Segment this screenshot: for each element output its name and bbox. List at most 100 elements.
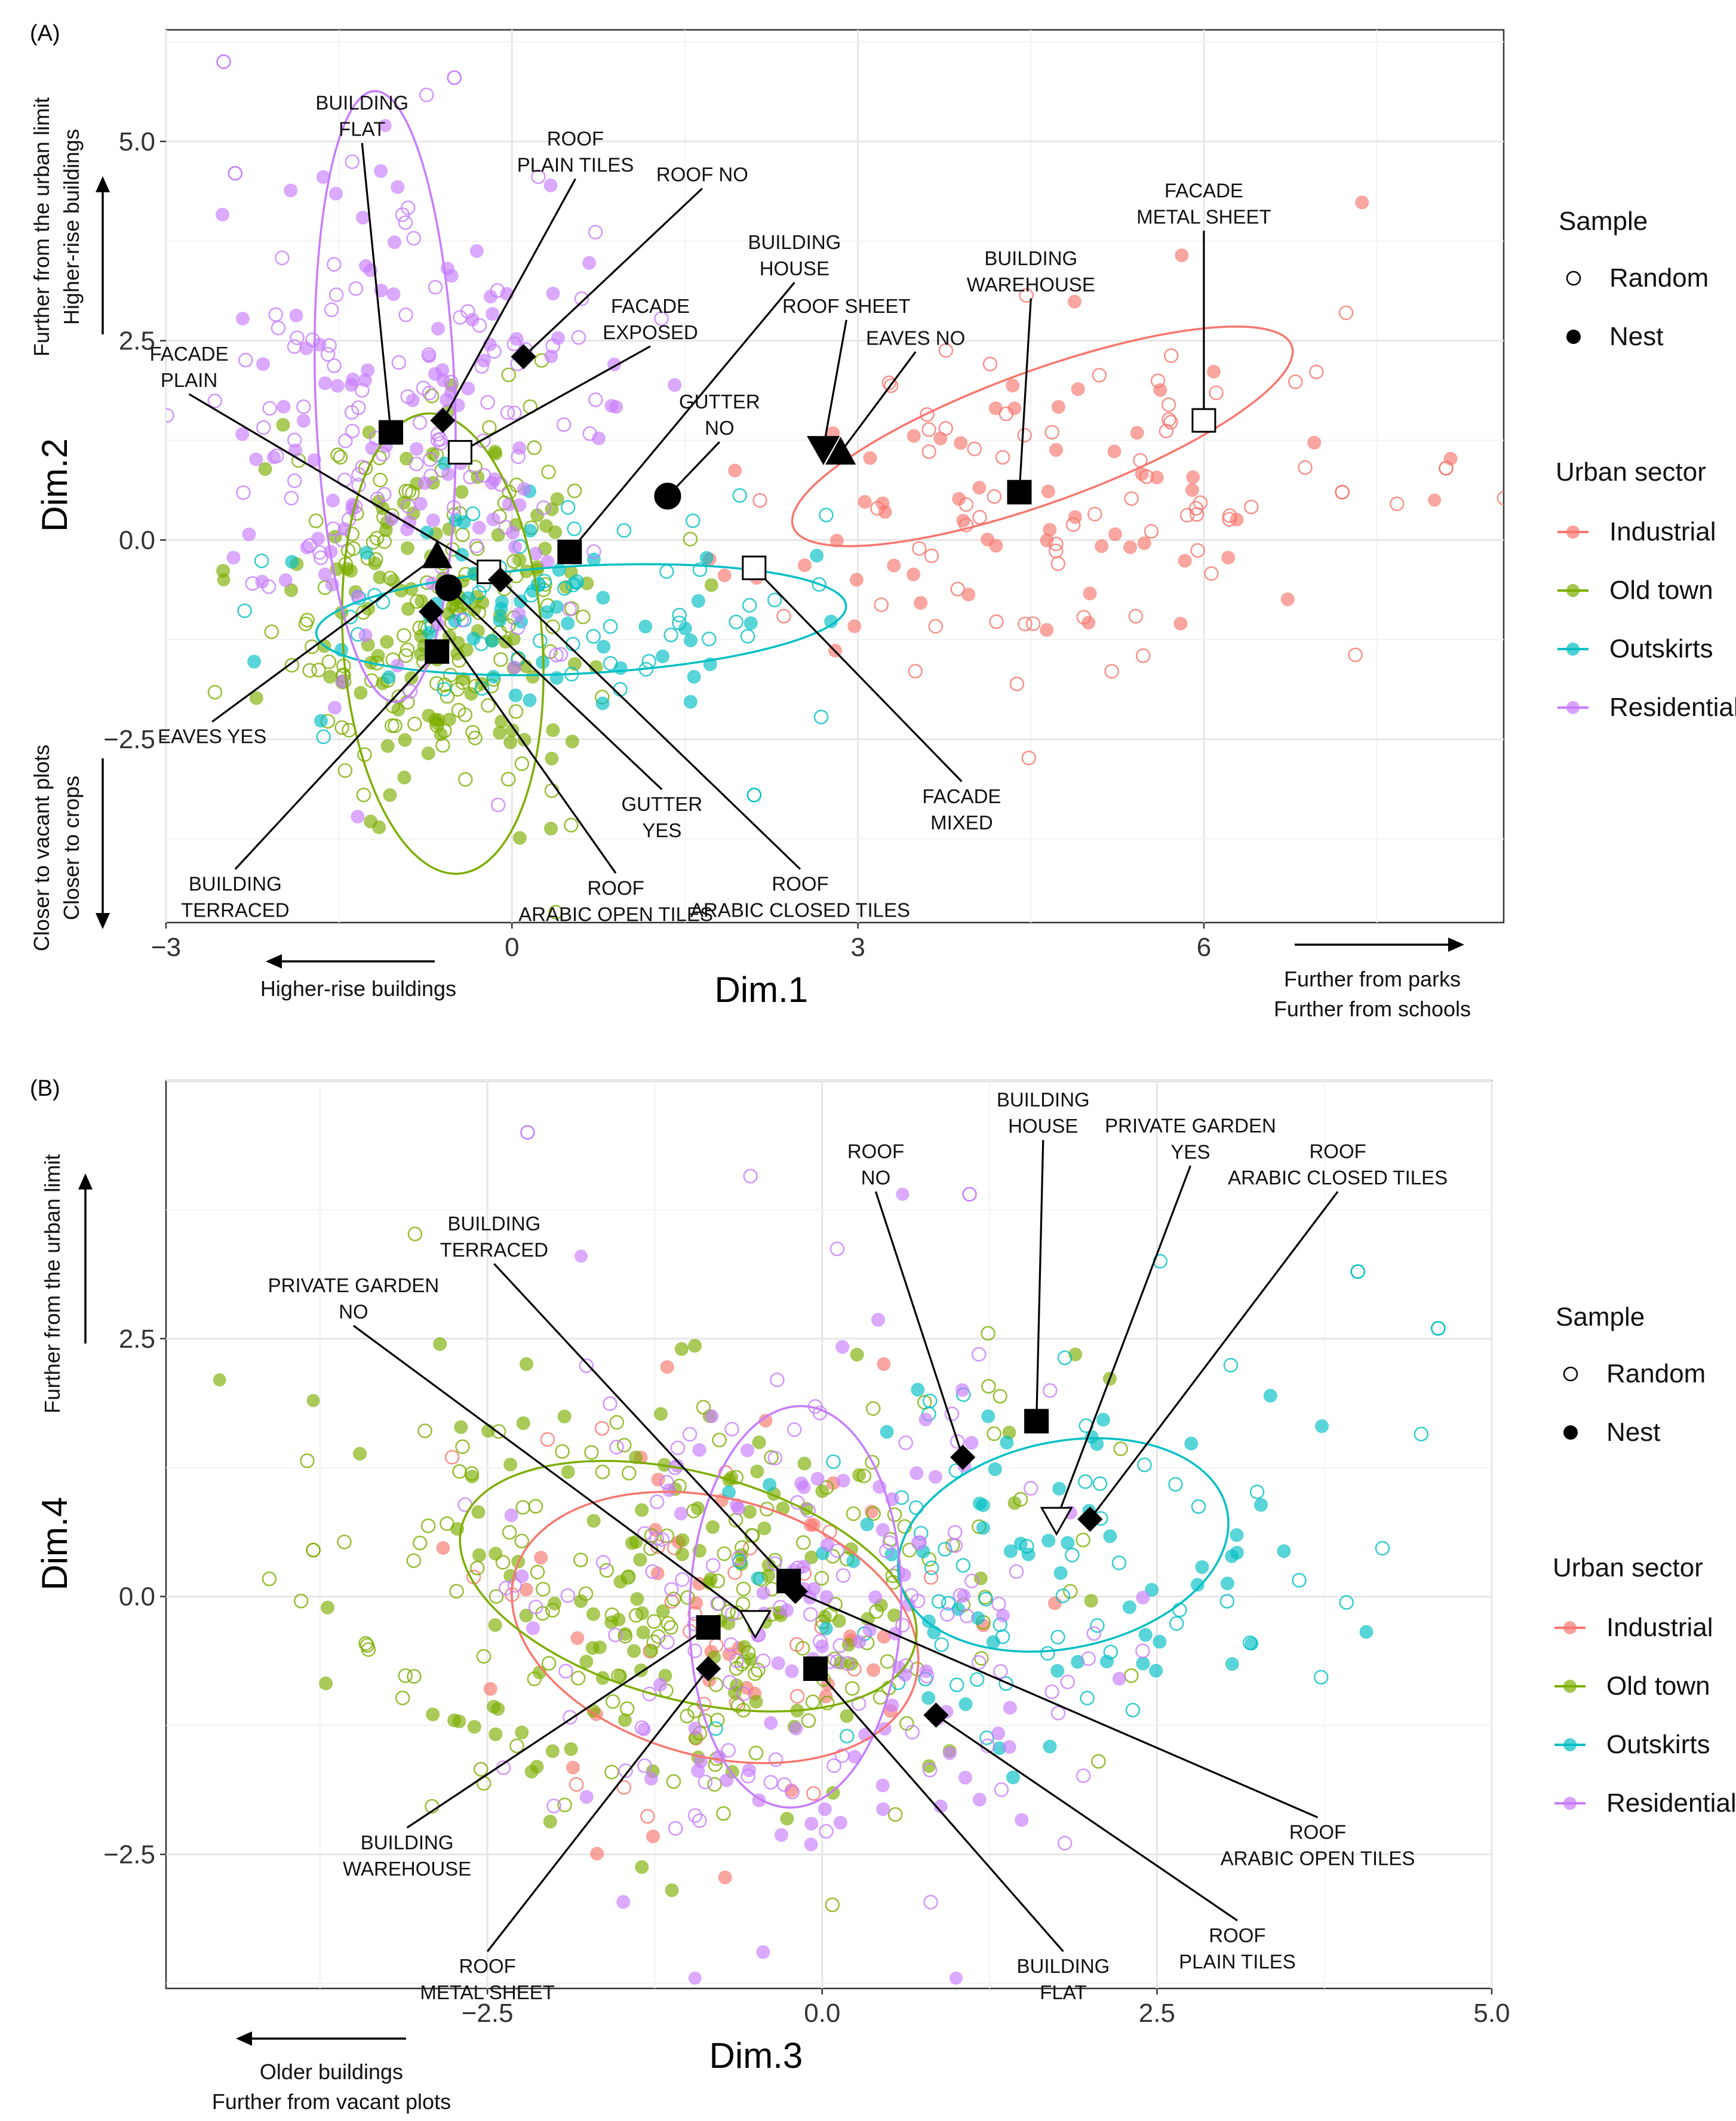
point-outskirts xyxy=(359,546,373,560)
square-marker xyxy=(379,420,404,445)
point-old-town xyxy=(371,648,385,663)
point-residential xyxy=(688,1971,702,1985)
point-residential xyxy=(876,1802,890,1816)
point-old-town xyxy=(401,541,415,555)
diamond-marker xyxy=(950,1444,976,1470)
point-outskirts xyxy=(656,649,670,663)
point-industrial xyxy=(646,1829,660,1843)
point-residential xyxy=(682,1427,698,1442)
point-residential xyxy=(878,1543,894,1559)
category-label: METAL SHEET xyxy=(420,1981,555,2003)
point-residential xyxy=(928,1470,942,1484)
point-old-town xyxy=(493,726,507,740)
point-residential xyxy=(821,1538,835,1552)
point-old-town xyxy=(665,1883,679,1898)
point-old-town xyxy=(515,1500,530,1515)
square-marker xyxy=(1024,1409,1049,1434)
ellipse-outskirts xyxy=(315,563,847,677)
point-residential xyxy=(953,1588,968,1603)
point-old-town xyxy=(604,1615,619,1630)
category-label: HOUSE xyxy=(1008,1115,1078,1137)
point-old-town xyxy=(707,1777,722,1792)
point-old-town xyxy=(546,723,560,737)
point-outskirts xyxy=(949,1677,964,1692)
diamond-marker xyxy=(782,1578,809,1604)
point-outskirts xyxy=(840,1729,855,1744)
point-industrial xyxy=(858,494,872,509)
ellipse-industrial xyxy=(511,1490,920,1765)
point-industrial xyxy=(436,1541,450,1555)
point-residential xyxy=(386,287,401,302)
point-old-town xyxy=(688,1339,702,1353)
point-residential xyxy=(773,1600,788,1615)
point-old-town xyxy=(458,772,473,787)
point-industrial xyxy=(1298,460,1313,475)
point-residential xyxy=(829,1654,845,1669)
point-outskirts xyxy=(1254,1498,1268,1512)
point-industrial xyxy=(950,582,965,597)
point-residential xyxy=(705,1558,721,1573)
point-outskirts xyxy=(763,1478,777,1492)
point-residential xyxy=(431,321,445,336)
point-industrial xyxy=(566,1760,580,1775)
leader-line xyxy=(753,567,963,782)
point-residential xyxy=(428,279,443,295)
point-residential xyxy=(296,414,311,428)
point-old-town xyxy=(501,367,517,382)
point-old-town xyxy=(397,628,411,643)
ellipse-industrial xyxy=(791,325,1294,548)
point-residential xyxy=(994,1782,1009,1797)
point-outskirts xyxy=(1125,1702,1141,1718)
leader-line xyxy=(815,1668,1064,1953)
point-industrial xyxy=(444,1450,460,1465)
point-industrial xyxy=(1128,608,1144,624)
point-old-town xyxy=(973,1571,988,1585)
point-residential xyxy=(320,347,336,362)
point-residential xyxy=(378,119,392,133)
point-old-town xyxy=(1091,1754,1106,1769)
point-old-town xyxy=(422,708,436,723)
square-marker xyxy=(1191,408,1216,433)
y-neg-label-2: Closer to crops xyxy=(59,776,84,920)
point-outskirts xyxy=(1061,1536,1075,1550)
point-residential xyxy=(722,1674,738,1690)
panel-b: (B) −2.5 0.0 2.5 5.0 −2.5 0.0 2.5 Dim.3 Dim.4 Olde… xyxy=(30,1076,1736,2114)
point-residential xyxy=(654,311,669,326)
y-tick-label: 5.0 xyxy=(119,127,155,156)
point-residential xyxy=(721,1743,736,1758)
point-industrial xyxy=(1009,677,1025,691)
point-outskirts xyxy=(941,1596,956,1611)
point-residential xyxy=(653,1677,668,1692)
point-old-town xyxy=(488,1547,503,1561)
point-industrial xyxy=(1092,368,1107,383)
point-residential xyxy=(461,382,475,396)
point-residential xyxy=(1002,1739,1016,1754)
point-industrial xyxy=(1162,412,1176,427)
point-old-town xyxy=(750,1464,764,1478)
x-tick-label: −2.5 xyxy=(462,1999,514,2028)
point-old-town xyxy=(491,1702,505,1716)
point-industrial xyxy=(1280,592,1295,607)
point-industrial xyxy=(1190,543,1206,558)
point-old-town xyxy=(818,1609,832,1624)
point-old-town xyxy=(508,704,524,719)
point-old-town xyxy=(1113,1441,1128,1456)
point-industrial xyxy=(1497,490,1504,506)
leader-line xyxy=(352,1324,756,1624)
point-residential xyxy=(1135,1643,1150,1659)
point-industrial xyxy=(616,1780,632,1795)
category-label: EAVES YES xyxy=(158,726,266,748)
ellipse-residential xyxy=(314,90,457,703)
point-old-town xyxy=(517,733,531,747)
point-residential xyxy=(810,1472,825,1486)
point-residential xyxy=(505,525,520,540)
point-old-town xyxy=(400,694,415,710)
point-residential xyxy=(1086,1626,1102,1641)
point-old-town xyxy=(820,1695,835,1711)
point-residential xyxy=(724,1422,739,1437)
point-residential xyxy=(993,1664,1008,1679)
legend-sample-title: Sample xyxy=(1556,1302,1645,1332)
point-industrial xyxy=(1083,586,1097,601)
x-neg-label-1: Older buildings xyxy=(260,2059,403,2084)
point-residential xyxy=(574,291,589,306)
